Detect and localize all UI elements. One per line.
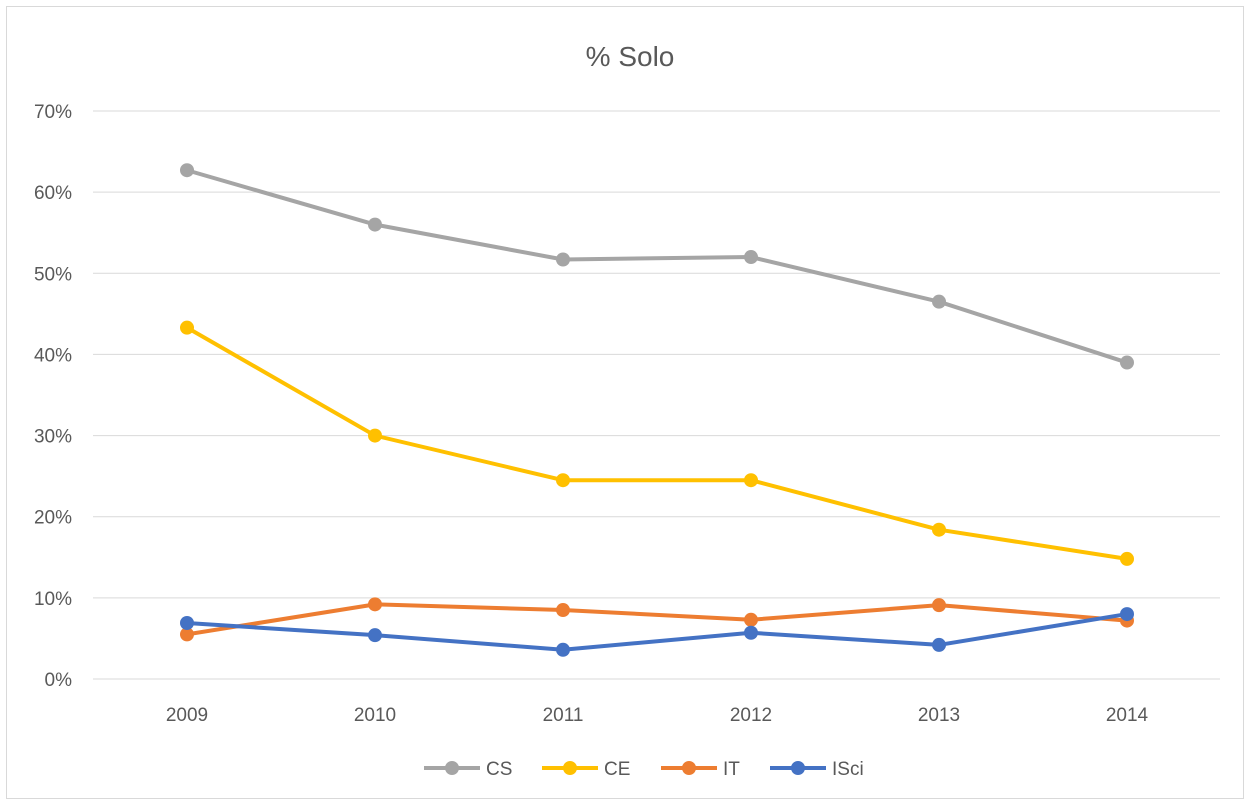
legend-item-isci: ISci [770, 759, 864, 780]
series-ce [180, 320, 1134, 566]
y-tick-label: 30% [34, 427, 72, 448]
data-point [744, 250, 758, 265]
legend-item-it: IT [661, 759, 740, 780]
legend-label: CS [486, 759, 512, 780]
series-cs [180, 163, 1134, 370]
x-tick-label: 2013 [918, 705, 960, 726]
series-lines [180, 163, 1134, 657]
series-line [185, 325, 1129, 561]
chart-title: % Solo [586, 41, 675, 72]
gridlines [93, 110, 1220, 680]
legend-item-ce: CE [542, 759, 630, 780]
y-tick-label: 70% [34, 102, 72, 123]
x-tick-label: 2014 [1106, 705, 1149, 726]
data-point [180, 320, 194, 335]
y-tick-label: 50% [34, 264, 72, 285]
legend-swatch-marker [445, 761, 459, 775]
y-axis-tick-labels: 0% 10% 20% 30% 40% 50% 60% 70% [34, 102, 72, 691]
data-point [368, 628, 382, 643]
x-tick-label: 2012 [730, 705, 772, 726]
legend-swatch-marker [682, 761, 696, 775]
x-tick-label: 2010 [354, 705, 396, 726]
y-tick-label: 60% [34, 183, 72, 204]
legend-item-cs: CS [424, 759, 512, 780]
data-point [744, 625, 758, 640]
data-point [556, 252, 570, 267]
legend-swatch-marker [563, 761, 577, 775]
data-point [744, 473, 758, 488]
legend-label: CE [604, 759, 630, 780]
legend-label: IT [723, 759, 740, 780]
data-point [932, 598, 946, 613]
chart-frame [6, 6, 1244, 799]
data-point [368, 597, 382, 612]
series-line [185, 602, 1129, 637]
data-point [1120, 607, 1134, 622]
data-point [556, 603, 570, 618]
x-tick-label: 2009 [166, 705, 208, 726]
x-tick-label: 2011 [543, 705, 584, 726]
series-isci [180, 607, 1134, 657]
data-point [368, 217, 382, 232]
x-axis-tick-labels: 2009 2010 2011 2012 2013 2014 [166, 705, 1149, 726]
legend-label: ISci [832, 759, 864, 780]
y-tick-label: 10% [34, 589, 72, 610]
data-point [556, 642, 570, 657]
data-point [180, 627, 194, 642]
series-line [185, 612, 1129, 652]
data-point [180, 163, 194, 178]
data-point [556, 473, 570, 488]
y-tick-label: 0% [45, 670, 73, 691]
y-tick-label: 40% [34, 345, 72, 366]
legend-swatch-marker [791, 761, 805, 775]
data-point [1120, 355, 1134, 370]
series-line [185, 168, 1129, 365]
data-point [180, 616, 194, 631]
data-point [368, 428, 382, 443]
data-point [1120, 551, 1134, 566]
data-point [932, 522, 946, 537]
data-point [932, 294, 946, 309]
y-tick-label: 20% [34, 508, 72, 529]
data-point [932, 637, 946, 652]
data-point [744, 612, 758, 627]
legend: CS CE IT ISci [424, 759, 864, 780]
